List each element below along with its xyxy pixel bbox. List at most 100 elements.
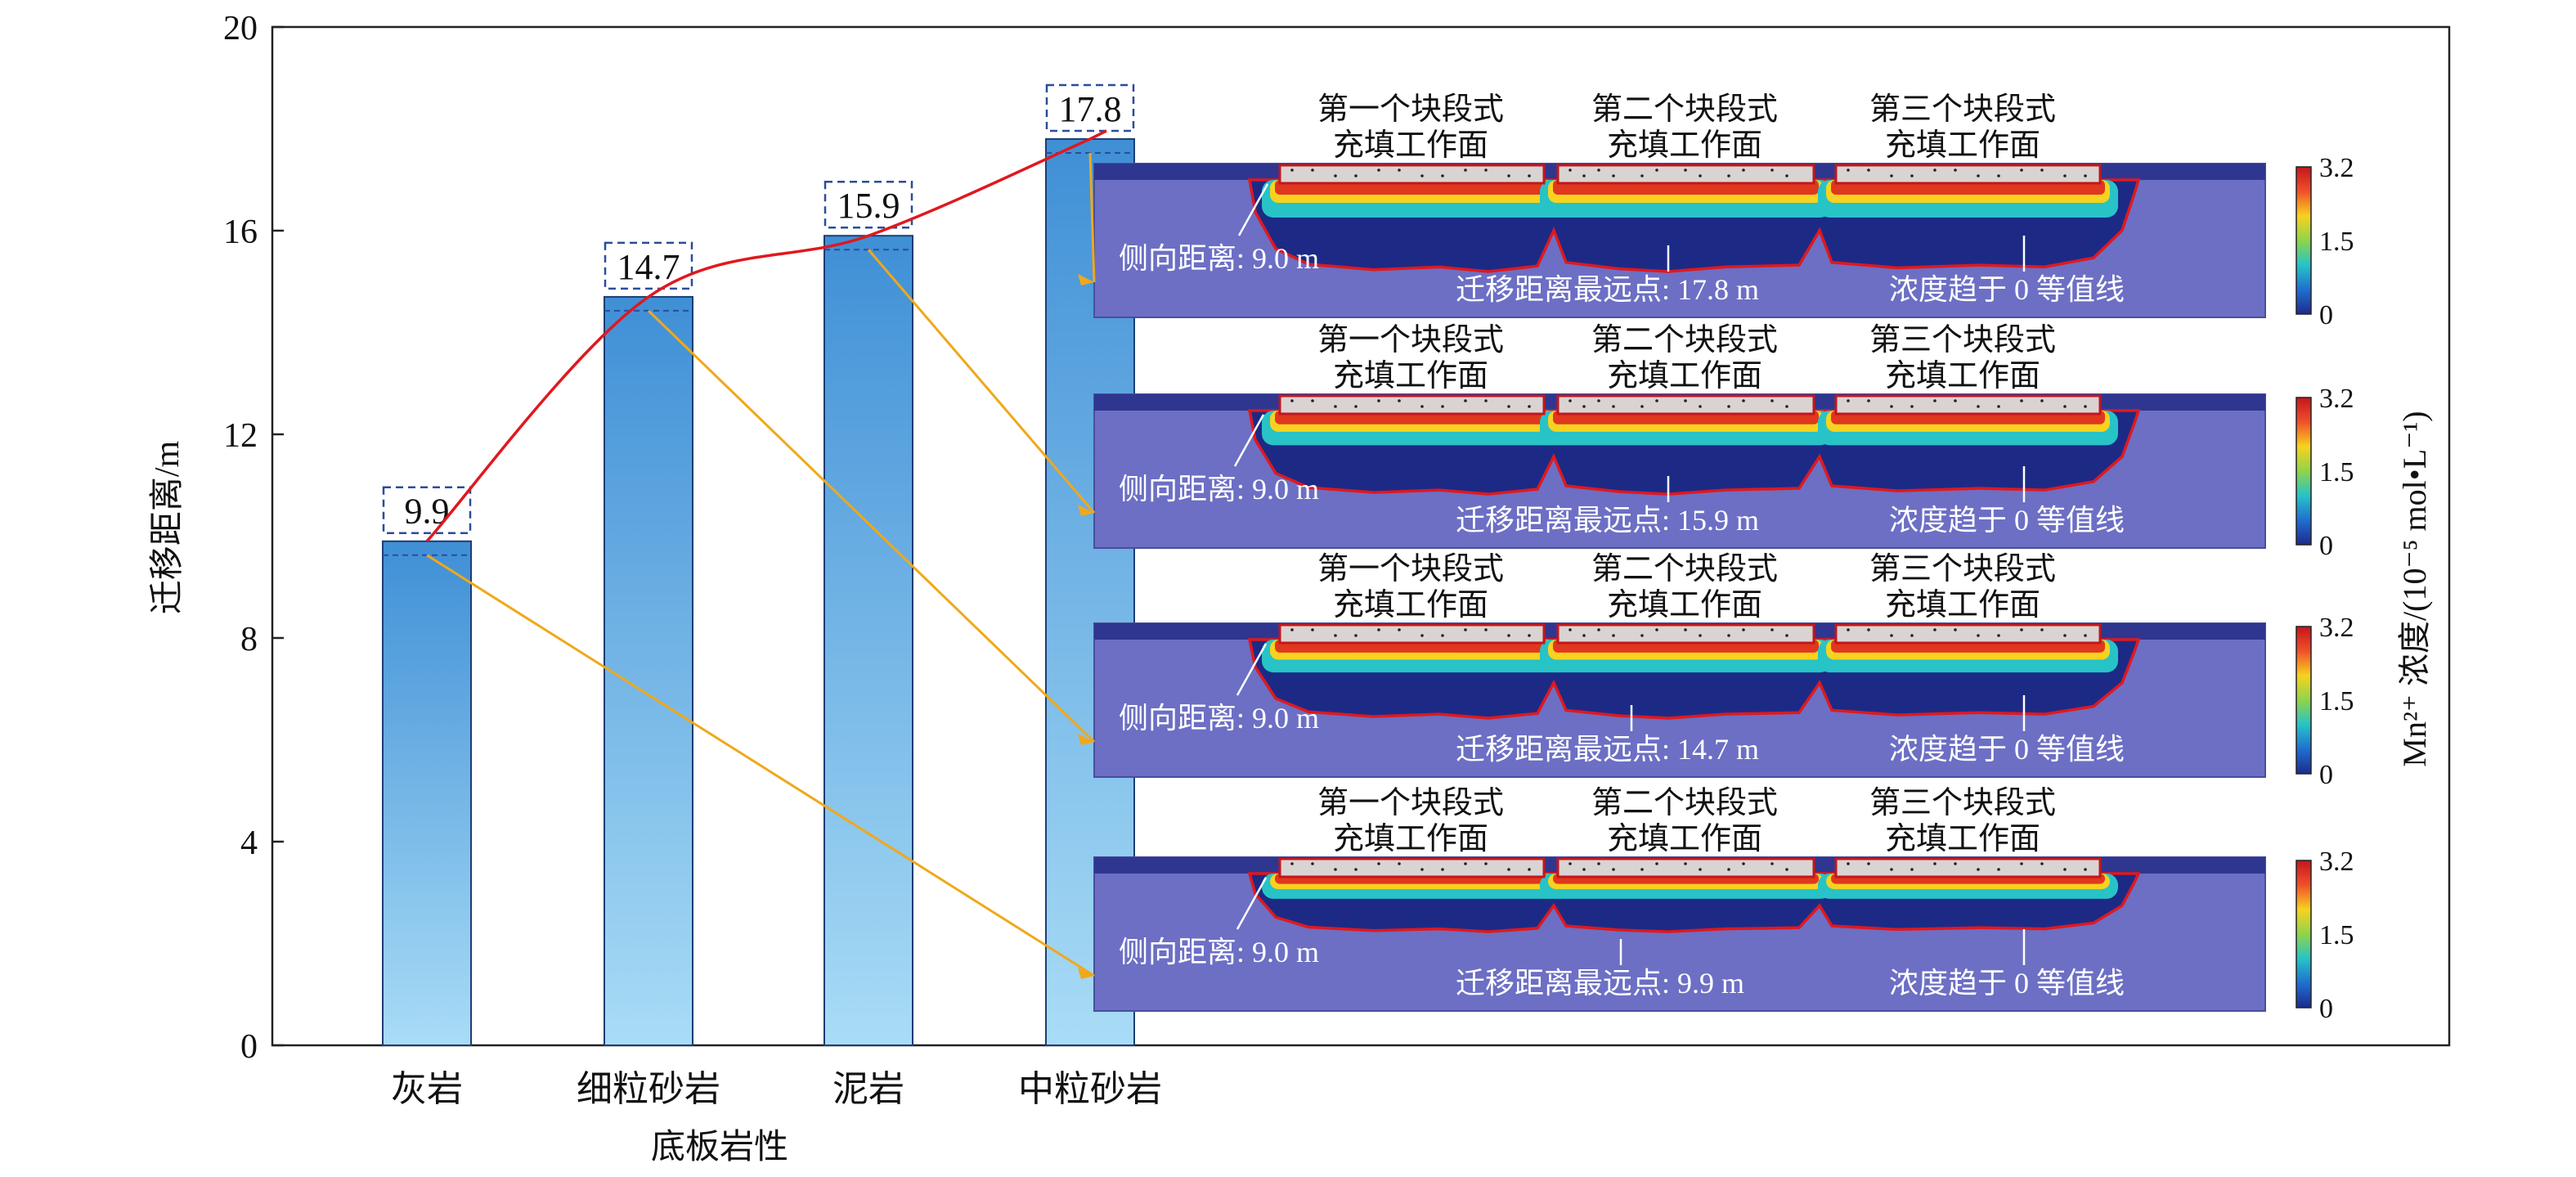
fill-particle [1727,174,1730,177]
fill-particle [1867,399,1870,402]
fill-particle [1640,868,1644,871]
face-label-line2: 充填工作面 [1885,359,2040,393]
connector-灰岩 [426,554,1095,977]
fill-particle [1334,405,1337,408]
fill-particle [1582,405,1586,408]
face-label-line1: 第一个块段式 [1317,786,1504,820]
bar-泥岩 [824,235,913,1047]
fill-particle [1354,868,1358,871]
fill-particle [2063,868,2067,871]
fill-particle [1507,405,1510,408]
filled-working-face [1834,857,2102,878]
fill-particle [1684,399,1687,402]
value-label: 17.8 [1059,89,1122,129]
fill-particle [1742,862,1745,865]
fill-particle [1770,862,1774,865]
fill-particle [1290,399,1294,402]
connector-arrowhead [1078,505,1094,516]
farthest-point-label: 迁移距离最远点: 15.9 m [1456,504,1759,537]
fill-particle [1311,628,1314,631]
farthest-point-label: 迁移距离最远点: 9.9 m [1456,967,1744,1000]
fill-particle [1484,399,1488,402]
fill-particle [1290,168,1294,172]
y-axis-title: 迁移距离/m [148,441,186,615]
colorbar-tick-label: 1.5 [2319,686,2354,717]
connector-arrowhead [1078,968,1094,979]
fill-particle [1334,868,1337,871]
fill-particle [1420,174,1424,177]
farthest-point-label: 迁移距离最远点: 17.8 m [1456,273,1759,306]
colorbar-tick-label: 1.5 [2319,457,2354,487]
fill-particle [1977,405,1980,408]
y-tick-label: 20 [223,10,258,47]
fill-particle [1954,168,1957,172]
face-label-line2: 充填工作面 [1607,359,1762,393]
trend-layer [425,129,1107,542]
y-tick-label: 4 [240,824,258,862]
plot-frame [271,25,2451,1047]
side-distance-pointer [1237,183,1269,236]
fill-particle [1528,405,1531,408]
colorbar-tick-label: 0 [2319,300,2333,330]
fill-particle [1398,628,1401,631]
fill-particle [1398,168,1401,172]
fill-particle [2020,628,2023,631]
contour-label: 浓度趋于 0 等值线 [1889,273,2125,306]
side-distance-label: 侧向距离: 9.0 m [1119,473,1319,505]
fill-particle [1354,174,1358,177]
fill-particle [1890,405,1893,408]
farthest-point-label: 迁移距离最远点: 14.7 m [1456,733,1759,766]
colorbar-tick-label: 0 [2319,531,2333,561]
fill-particle [1742,168,1745,172]
fill-particle [1334,634,1337,637]
connectors-layer [426,152,1096,979]
fill-particle [1334,174,1337,177]
face-label-line2: 充填工作面 [1885,822,2040,856]
fill-particle [1528,634,1531,637]
side-distance-pointer [1233,414,1265,467]
fill-particle [1867,168,1870,172]
fill-particle [1997,174,2000,177]
face-label-line1: 第二个块段式 [1591,323,1778,357]
colorbar-tick-label: 1.5 [2319,227,2354,257]
fill-particle [1867,862,1870,865]
fill-particle [1727,868,1730,871]
fill-particle [1568,862,1572,865]
fill-particle [1684,862,1687,865]
filled-working-face [1834,623,2102,645]
value-label-box [382,486,472,534]
side-distance-label: 侧向距离: 9.0 m [1119,242,1319,275]
fill-particle [1890,868,1893,871]
face-label-line1: 第一个块段式 [1317,323,1504,357]
value-label-box [604,241,693,290]
fill-particle [1484,862,1488,865]
colorbar-tick-label: 0 [2319,994,2333,1024]
fill-particle [1655,168,1658,172]
fill-particle [1785,634,1788,637]
contour-label: 浓度趋于 0 等值线 [1889,733,2125,766]
fill-particle [1290,862,1294,865]
trend-line [425,129,1107,542]
fill-particle [1354,634,1358,637]
fill-particle [2040,628,2044,631]
fill-particle [1770,399,1774,402]
fill-particle [1612,405,1615,408]
fill-particle [1699,868,1702,871]
colorbar-tick-label: 3.2 [2319,613,2354,643]
fill-particle [1997,634,2000,637]
colorbar [2296,860,2312,1009]
fill-particle [1582,174,1586,177]
filled-working-face [1556,394,1815,416]
colorbar [2296,397,2312,546]
fill-particle [1785,174,1788,177]
face-label-line2: 充填工作面 [1333,359,1488,393]
fill-particle [1910,634,1914,637]
fill-particle [1464,628,1467,631]
fill-particle [1910,174,1914,177]
fill-particle [1311,399,1314,402]
fill-particle [1398,399,1401,402]
fill-particle [2063,634,2067,637]
fill-particle [2084,868,2087,871]
